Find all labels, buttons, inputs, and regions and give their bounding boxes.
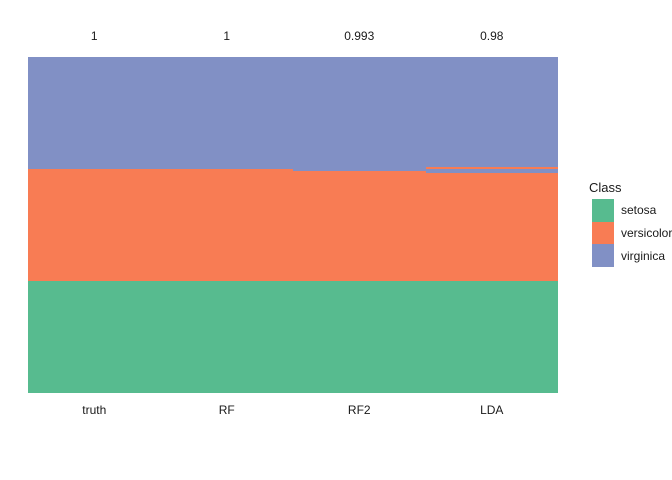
- bar-segment-versicolor: [28, 169, 161, 281]
- x-axis-label-RF: RF: [218, 403, 235, 417]
- accuracy-label-RF: 1: [223, 29, 231, 43]
- x-axis-label-RF2: RF2: [347, 403, 371, 417]
- bar-segment-setosa: [28, 281, 161, 393]
- bar-segment-setosa: [425, 280, 558, 393]
- bar-segment-setosa: [293, 280, 426, 393]
- bar-column-LDA: [425, 57, 558, 393]
- legend-swatch-setosa: [592, 199, 614, 222]
- legend-label-setosa: setosa: [621, 203, 657, 218]
- legend-title: Class: [589, 180, 622, 195]
- accuracy-labels-row: 1 1 0.993 0.98: [28, 29, 558, 44]
- bar-segment-versicolor: [425, 166, 558, 169]
- legend-keys: setosa versicolor virginica: [592, 199, 672, 268]
- stacked-bar-plot: [28, 57, 558, 393]
- bar-column-RF: [160, 57, 293, 393]
- legend-swatch-versicolor: [592, 221, 614, 245]
- bar-segment-virginica: [425, 57, 558, 167]
- accuracy-label-RF2: 0.993: [344, 29, 375, 43]
- legend-label-virginica: virginica: [621, 248, 666, 263]
- x-axis-label-LDA: LDA: [480, 403, 504, 417]
- legend-item-virginica: virginica: [592, 244, 672, 268]
- bar-column-RF2: [293, 57, 426, 393]
- bar-segment-virginica: [28, 57, 161, 169]
- legend-item-versicolor: versicolor: [592, 221, 672, 245]
- x-axis-label-truth: truth: [82, 403, 107, 417]
- bar-segment-virginica: [425, 168, 558, 174]
- legend-swatch-virginica: [592, 244, 614, 268]
- bar-segment-setosa: [160, 281, 293, 393]
- accuracy-label-truth: 1: [90, 29, 98, 43]
- bar-segment-versicolor: [425, 173, 558, 281]
- bar-segment-virginica: [160, 57, 293, 169]
- accuracy-label-LDA: 0.98: [480, 29, 504, 43]
- bar-segment-versicolor: [293, 171, 426, 281]
- bar-segment-versicolor: [160, 169, 293, 281]
- legend: Class setosa versicolor virginica: [588, 180, 672, 268]
- bar-segment-virginica: [293, 57, 426, 172]
- legend-item-setosa: setosa: [592, 199, 672, 222]
- bar-column-truth: [28, 57, 161, 393]
- x-axis-labels-row: truth RF RF2 LDA: [28, 403, 558, 418]
- legend-label-versicolor: versicolor: [621, 226, 672, 241]
